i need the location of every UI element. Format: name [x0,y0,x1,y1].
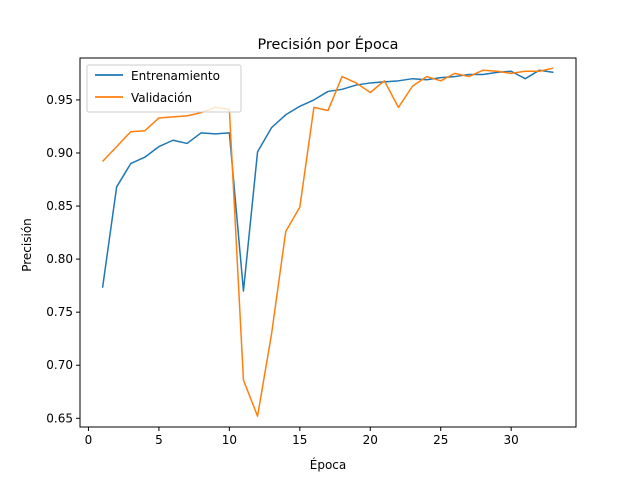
y-tick-label: 0.85 [46,199,73,213]
y-tick-label: 0.90 [46,146,73,160]
legend-box [86,64,242,113]
x-tick-label: 5 [155,433,163,447]
plot-frame [79,57,577,428]
x-tick-label: 10 [222,433,237,447]
x-tick-label: 20 [363,433,378,447]
x-tick-label: 25 [433,433,448,447]
series-line-validacion [102,67,554,417]
x-tick-label: 30 [504,433,519,447]
x-axis-ticks: 0 5 10 15 20 25 30 [85,427,519,447]
series-line-entrenamiento [101,69,554,292]
x-tick-label: 0 [85,433,93,447]
chart-title: Precisión por Época [258,36,399,53]
x-axis-label: Época [310,457,347,472]
y-axis-ticks: 0.65 0.70 0.75 0.80 0.85 0.90 0.95 [46,93,80,425]
legend: Entrenamiento Validación [86,64,242,113]
y-axis-label: Precisión [20,218,34,272]
y-tick-label: 0.65 [46,411,73,425]
legend-label-validacion: Validación [131,91,192,105]
x-tick-label: 15 [292,433,307,447]
y-tick-label: 0.95 [46,93,73,107]
legend-label-entrenamiento: Entrenamiento [131,69,220,83]
plot-lines [101,67,554,417]
y-tick-label: 0.75 [46,305,73,319]
y-tick-label: 0.70 [46,358,73,372]
y-tick-label: 0.80 [46,252,73,266]
